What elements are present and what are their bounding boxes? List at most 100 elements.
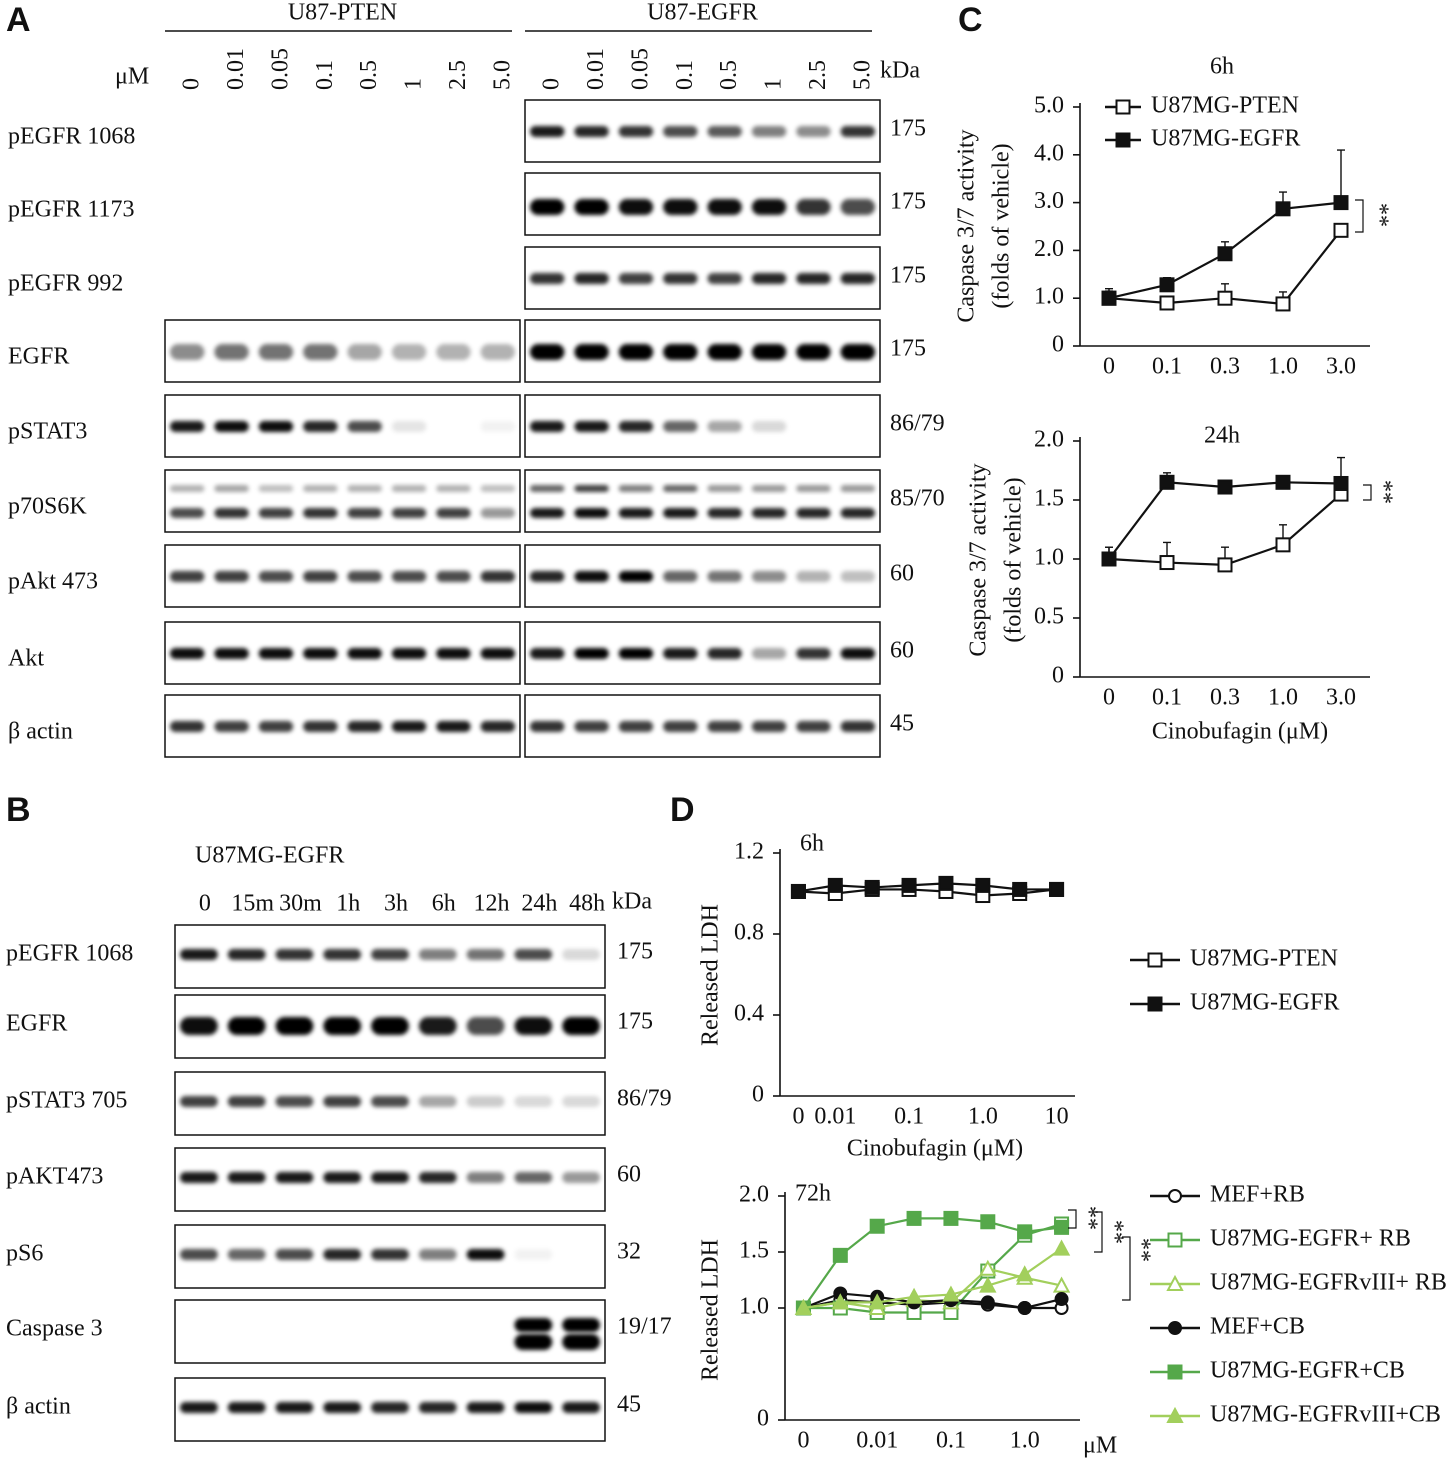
data-point	[832, 1247, 848, 1263]
kda-label: 86/79	[617, 1086, 672, 1112]
chart-title: 6h	[1210, 54, 1234, 80]
data-point	[1012, 881, 1028, 897]
blot-band	[663, 421, 698, 432]
annotation: **	[1075, 1206, 1101, 1230]
kda-label: 175	[617, 939, 653, 965]
data-point	[1217, 246, 1233, 262]
blot-band	[170, 485, 205, 492]
blot-band	[214, 571, 249, 582]
blot-band	[618, 126, 654, 137]
blot-band	[574, 648, 609, 659]
blot-band	[574, 126, 609, 137]
blot-band	[323, 1017, 362, 1035]
data-point	[869, 1218, 885, 1234]
blot-band	[663, 273, 698, 284]
y-tick-label: 0	[757, 1406, 769, 1432]
legend-marker	[1147, 952, 1163, 968]
x-tick-label: 0	[797, 1428, 809, 1454]
blot-band	[214, 508, 249, 518]
blot-band	[214, 721, 249, 732]
blot-band	[796, 571, 831, 582]
legend-label: U87MG-PTEN	[1190, 946, 1338, 972]
row-label: pAKT473	[6, 1164, 103, 1190]
data-point	[1217, 290, 1233, 306]
blot-band	[751, 508, 787, 518]
blot-band	[514, 1017, 553, 1035]
blot-band	[391, 648, 427, 659]
data-point	[1101, 290, 1117, 306]
blot-band	[466, 1402, 505, 1413]
blot-band	[227, 1249, 266, 1260]
annotation: **	[1128, 1238, 1154, 1262]
data-point	[1333, 475, 1349, 491]
blot-band	[707, 421, 742, 432]
data-point	[1333, 195, 1349, 211]
legend-label: U87MG-EGFRvIII+ RB	[1210, 1270, 1447, 1296]
blot-band	[840, 126, 875, 137]
blot-band	[323, 1249, 362, 1260]
blot-band	[562, 1096, 600, 1107]
blot-band	[796, 344, 831, 360]
error-bar	[1337, 149, 1345, 203]
blot-band	[707, 571, 742, 582]
legend-label: MEF+CB	[1210, 1314, 1305, 1340]
group-label: U87-EGFR	[647, 0, 758, 26]
blot-band	[214, 421, 249, 432]
y-axis-label: Released LDH	[698, 904, 724, 1046]
blot-band	[480, 571, 515, 582]
legend-label: MEF+RB	[1210, 1182, 1305, 1208]
blot-band	[275, 949, 314, 960]
legend-marker	[1147, 996, 1163, 1012]
time-label: 24h	[521, 891, 557, 917]
blot-band	[303, 721, 338, 732]
y-tick-label: 5.0	[1034, 93, 1064, 119]
data-point	[1052, 1239, 1071, 1256]
data-point	[901, 877, 917, 893]
blot-band	[751, 199, 787, 215]
significance-bracket	[1363, 484, 1372, 501]
blot-band	[323, 949, 362, 960]
y-axis-label: (folds of vehicle)	[989, 143, 1015, 308]
data-point	[1159, 474, 1175, 490]
blot-band	[562, 1172, 600, 1183]
data-point	[1217, 479, 1233, 495]
blot-band	[418, 949, 457, 960]
row-label: pS6	[6, 1241, 43, 1267]
kda-label: 60	[890, 638, 914, 664]
blot-band	[347, 721, 382, 732]
data-point	[1049, 881, 1065, 897]
kda-label: 86/79	[890, 411, 945, 437]
blot-band	[258, 421, 294, 432]
blot-band	[323, 1172, 362, 1183]
blot-band	[562, 1318, 600, 1332]
blot-band	[170, 571, 205, 582]
blot-band	[514, 1318, 553, 1332]
blot-band	[796, 485, 831, 492]
blot-band	[258, 648, 294, 659]
x-tick-label: 1.0	[1010, 1428, 1040, 1454]
concentration-label: 0	[179, 78, 205, 90]
blot-band	[227, 1402, 266, 1413]
blot-band	[840, 273, 875, 284]
y-tick-label: 1.0	[1034, 545, 1064, 571]
blot-band	[751, 273, 787, 284]
blot-band	[180, 1249, 218, 1260]
blot-band	[303, 648, 338, 659]
blot-band	[180, 1096, 218, 1107]
blot-band	[391, 721, 427, 732]
data-point	[864, 879, 880, 895]
legend-marker	[1168, 1321, 1182, 1335]
blot-band	[618, 508, 654, 518]
blot-band	[530, 273, 565, 284]
blot-band	[707, 344, 742, 360]
time-label: 0	[199, 891, 211, 917]
blot-band	[418, 1172, 457, 1183]
significance-bracket	[1094, 1211, 1103, 1253]
blot-band	[514, 1334, 553, 1350]
blot-band	[840, 344, 875, 360]
blot-band	[258, 344, 294, 360]
x-axis-label: Cinobufagin (μM)	[1152, 719, 1328, 745]
blot-band	[391, 485, 427, 492]
blot-band	[391, 508, 427, 518]
